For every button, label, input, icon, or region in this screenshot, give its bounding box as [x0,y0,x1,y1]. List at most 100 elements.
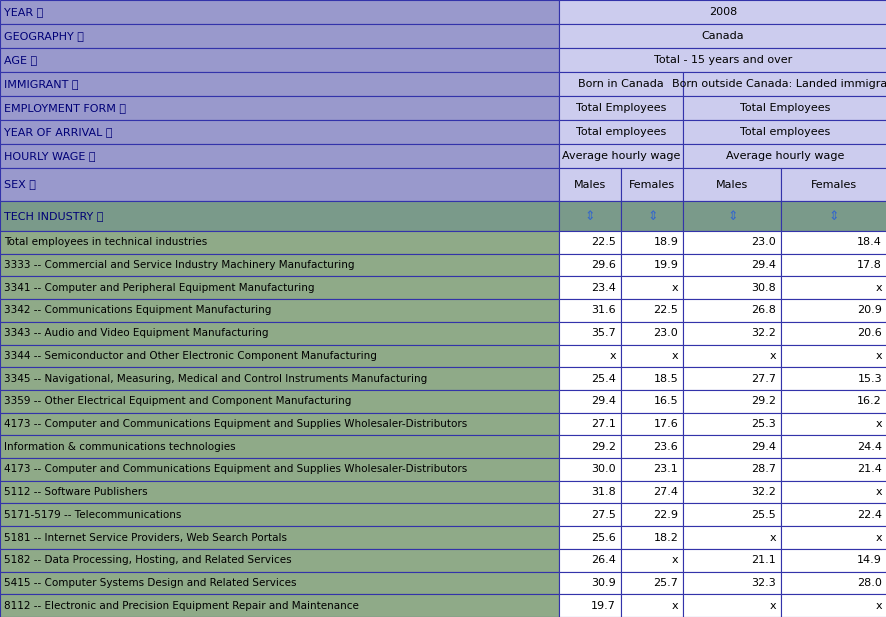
Text: 5171-5179 -- Telecommunications: 5171-5179 -- Telecommunications [4,510,181,520]
Bar [558,481,620,503]
Text: 3342 -- Communications Equipment Manufacturing: 3342 -- Communications Equipment Manufac… [4,305,271,315]
Bar [682,571,781,594]
Bar [781,436,886,458]
Bar [0,276,558,299]
Text: 19.7: 19.7 [591,600,616,611]
Text: 27.1: 27.1 [591,419,616,429]
Bar [620,231,682,254]
Bar [682,231,781,254]
Bar [0,254,558,276]
Bar [0,458,558,481]
Text: 20.6: 20.6 [856,328,881,338]
Text: 14.9: 14.9 [856,555,881,565]
Text: 5415 -- Computer Systems Design and Related Services: 5415 -- Computer Systems Design and Rela… [4,578,296,588]
Text: 32.2: 32.2 [750,487,775,497]
Text: 24.4: 24.4 [856,442,881,452]
Text: x: x [769,600,775,611]
Bar [0,96,558,120]
Bar [682,254,781,276]
Text: 29.6: 29.6 [591,260,616,270]
Text: 4173 -- Computer and Communications Equipment and Supplies Wholesaler-Distributo: 4173 -- Computer and Communications Equi… [4,465,467,474]
Bar [0,571,558,594]
Text: Females: Females [628,180,674,189]
Bar [558,413,620,436]
Bar [620,594,682,617]
Bar [558,201,620,231]
Text: 22.4: 22.4 [856,510,881,520]
Text: 3333 -- Commercial and Service Industry Machinery Manufacturing: 3333 -- Commercial and Service Industry … [4,260,354,270]
Bar [558,48,886,72]
Bar [558,96,682,120]
Bar [558,571,620,594]
Bar [0,24,558,48]
Text: HOURLY WAGE ⓘ: HOURLY WAGE ⓘ [4,151,96,161]
Bar [558,503,620,526]
Bar [558,322,620,344]
Bar [682,390,781,413]
Text: x: x [769,532,775,542]
Bar [781,481,886,503]
Text: 25.6: 25.6 [591,532,616,542]
Bar [682,144,886,168]
Bar [558,594,620,617]
Text: ⇕: ⇕ [828,210,838,223]
Text: 22.9: 22.9 [652,510,678,520]
Bar [781,322,886,344]
Text: 31.8: 31.8 [591,487,616,497]
Text: 18.4: 18.4 [856,238,881,247]
Bar [682,299,781,322]
Bar [781,168,886,201]
Text: 22.5: 22.5 [591,238,616,247]
Bar [682,367,781,390]
Bar [781,526,886,549]
Bar [682,344,781,367]
Bar [682,276,781,299]
Text: Males: Males [573,180,605,189]
Text: 35.7: 35.7 [591,328,616,338]
Bar [620,367,682,390]
Text: x: x [671,283,678,292]
Text: Total Employees: Total Employees [739,103,829,113]
Text: x: x [874,532,881,542]
Text: 23.4: 23.4 [591,283,616,292]
Bar [0,322,558,344]
Text: x: x [874,419,881,429]
Text: 18.5: 18.5 [653,373,678,384]
Bar [620,436,682,458]
Text: 27.5: 27.5 [591,510,616,520]
Bar [781,344,886,367]
Bar [0,503,558,526]
Text: 17.6: 17.6 [653,419,678,429]
Text: Total employees in technical industries: Total employees in technical industries [4,238,207,247]
Bar [0,0,558,24]
Bar [0,120,558,144]
Bar [682,201,781,231]
Text: 29.2: 29.2 [590,442,616,452]
Text: 20.9: 20.9 [856,305,881,315]
Text: x: x [874,487,881,497]
Bar [620,344,682,367]
Text: 15.3: 15.3 [857,373,881,384]
Text: AGE ⓘ: AGE ⓘ [4,55,37,65]
Bar [0,299,558,322]
Text: 26.4: 26.4 [591,555,616,565]
Text: 18.9: 18.9 [653,238,678,247]
Text: 25.3: 25.3 [750,419,775,429]
Text: Born outside Canada: Landed immigrant: Born outside Canada: Landed immigrant [671,79,886,89]
Text: Males: Males [715,180,748,189]
Bar [620,168,682,201]
Text: YEAR OF ARRIVAL ⓘ: YEAR OF ARRIVAL ⓘ [4,127,113,137]
Text: Females: Females [810,180,856,189]
Text: 25.5: 25.5 [750,510,775,520]
Text: 25.4: 25.4 [591,373,616,384]
Bar [620,413,682,436]
Text: IMMIGRANT ⓘ: IMMIGRANT ⓘ [4,79,79,89]
Text: x: x [609,351,616,361]
Text: 5181 -- Internet Service Providers, Web Search Portals: 5181 -- Internet Service Providers, Web … [4,532,287,542]
Bar [0,526,558,549]
Text: 27.7: 27.7 [750,373,775,384]
Text: 16.2: 16.2 [856,396,881,406]
Bar [781,201,886,231]
Bar [558,276,620,299]
Bar [0,413,558,436]
